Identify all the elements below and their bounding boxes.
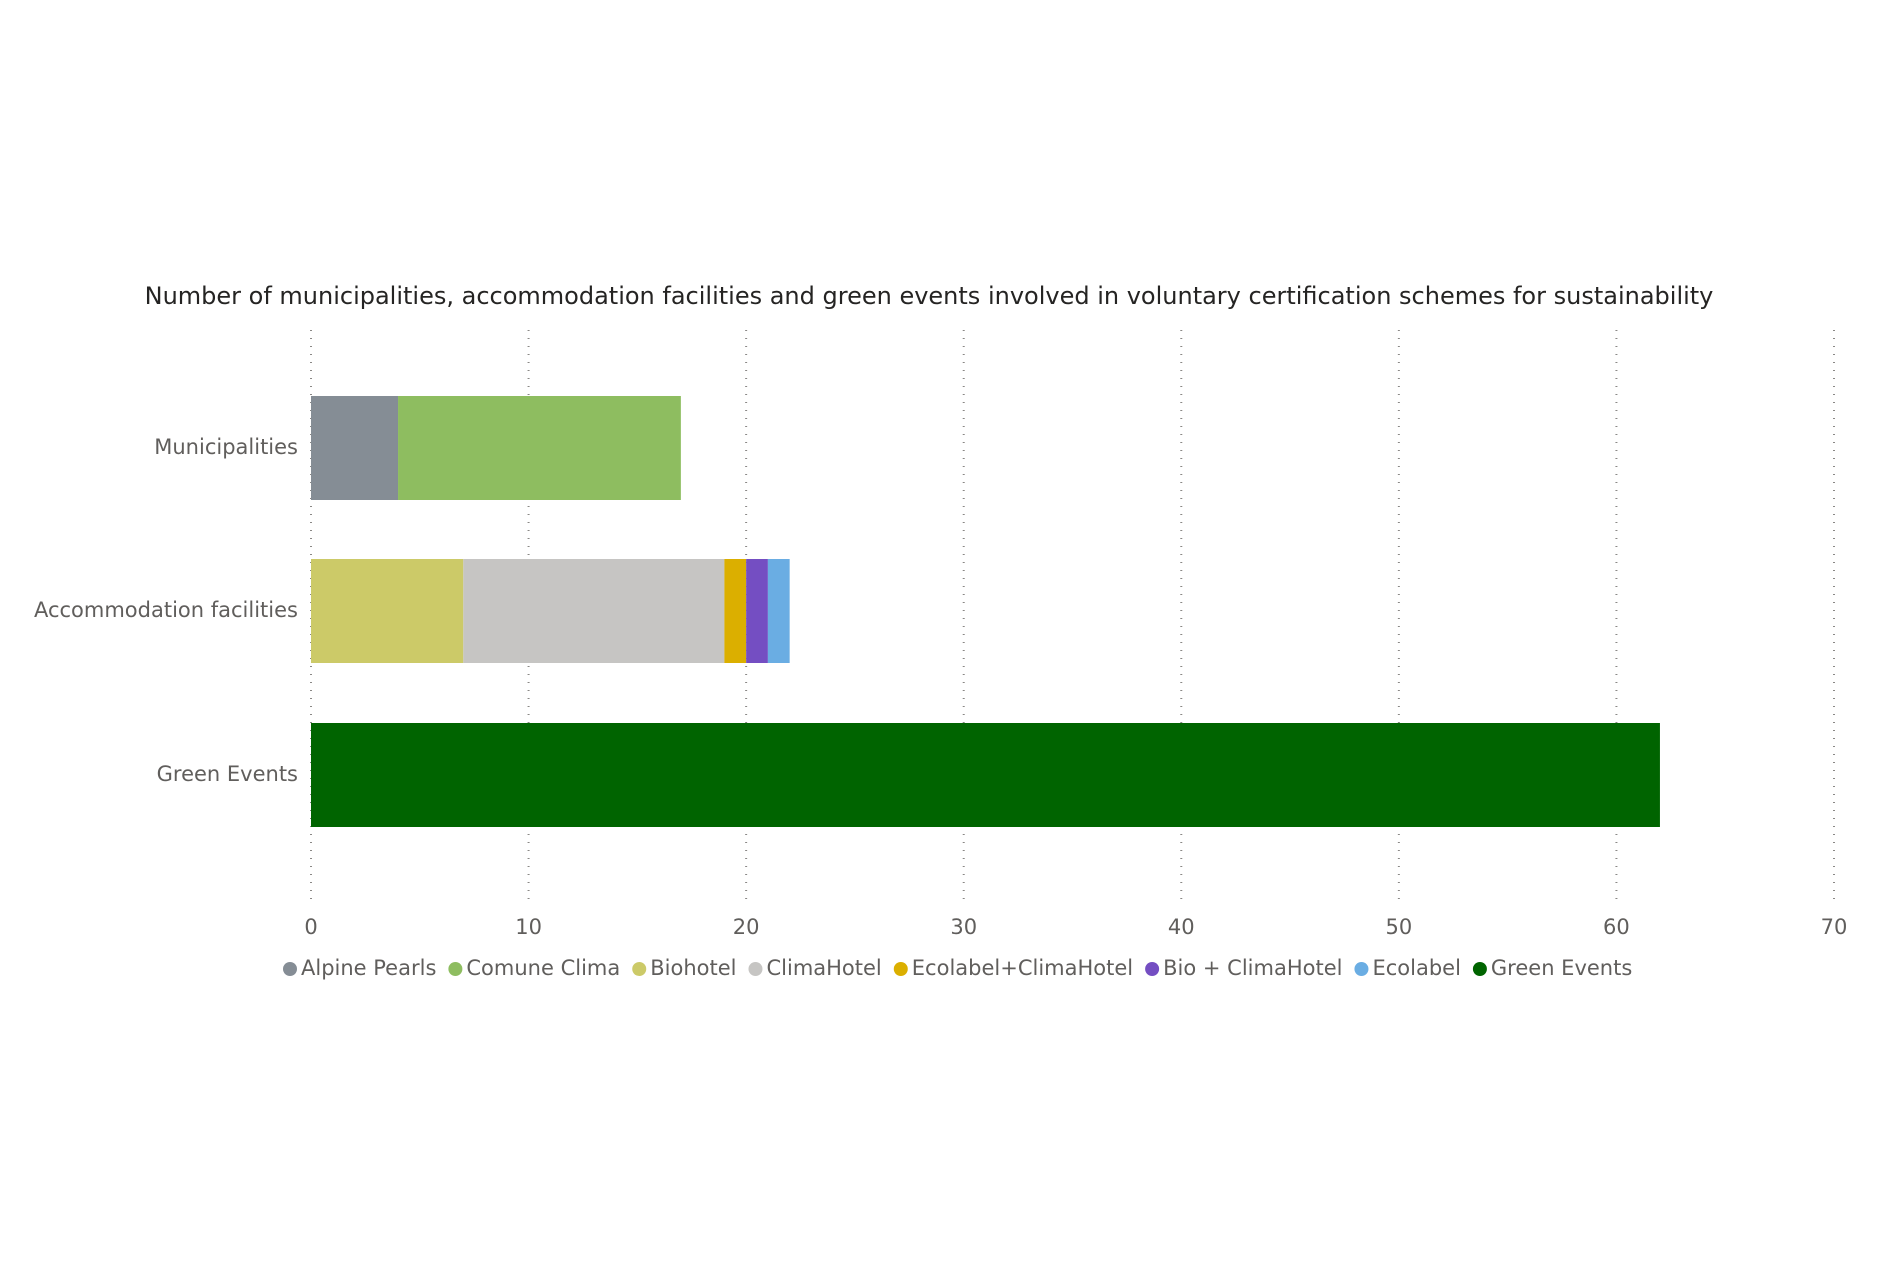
legend-label: Comune Clima xyxy=(466,956,620,980)
category-label: Accommodation facilities xyxy=(34,598,298,622)
bar-segment[interactable] xyxy=(746,559,768,663)
legend-marker xyxy=(1354,962,1369,976)
value-axis: 0 10 20 30 40 50 60 70 xyxy=(304,915,1847,939)
x-tick-label: 10 xyxy=(515,915,542,939)
x-tick-label: 40 xyxy=(1168,915,1195,939)
x-tick-label: 30 xyxy=(950,915,977,939)
category-axis: Municipalities Accommodation facilities Gr… xyxy=(34,435,298,786)
category-label: Municipalities xyxy=(154,435,298,459)
legend-label: Ecolabel+ClimaHotel xyxy=(912,956,1133,980)
x-tick-label: 50 xyxy=(1385,915,1412,939)
x-tick-label: 0 xyxy=(304,915,317,939)
legend-label: Ecolabel xyxy=(1372,956,1460,980)
bar-segment[interactable] xyxy=(311,723,1660,827)
legend-marker xyxy=(748,962,763,976)
legend-label: Alpine Pearls xyxy=(301,956,436,980)
bar-segment[interactable] xyxy=(398,396,681,500)
chart-title: Number of municipalities, accommodation … xyxy=(145,282,1714,310)
bars xyxy=(311,396,1660,827)
legend-marker xyxy=(1145,962,1160,976)
legend-marker xyxy=(283,962,297,976)
legend-label: ClimaHotel xyxy=(766,956,881,980)
legend-item[interactable]: Bio + ClimaHotel xyxy=(1145,956,1342,980)
x-tick-label: 20 xyxy=(733,915,760,939)
legend-label: Biohotel xyxy=(650,956,736,980)
legend-marker xyxy=(1472,962,1487,976)
legend-item[interactable]: Alpine Pearls xyxy=(283,956,436,980)
legend-item[interactable]: Comune Clima xyxy=(448,956,620,980)
x-tick-label: 60 xyxy=(1603,915,1630,939)
legend-marker xyxy=(893,962,908,976)
bar-segment[interactable] xyxy=(463,559,725,663)
legend-item[interactable]: Ecolabel+ClimaHotel xyxy=(893,956,1133,980)
legend-marker xyxy=(632,962,647,976)
bar-segment[interactable] xyxy=(311,396,399,500)
bar-segment[interactable] xyxy=(311,559,464,663)
legend-item[interactable]: Ecolabel xyxy=(1354,956,1461,980)
bar-segment[interactable] xyxy=(724,559,747,663)
legend-item[interactable]: ClimaHotel xyxy=(748,956,882,980)
legend-marker xyxy=(448,962,463,976)
x-tick-label: 70 xyxy=(1821,915,1848,939)
bar-segment[interactable] xyxy=(767,559,790,663)
legend-label: Bio + ClimaHotel xyxy=(1163,956,1342,980)
legend: Alpine Pearls Comune Clima Biohotel ClimaHo… xyxy=(283,956,1632,980)
legend-item[interactable]: Green Events xyxy=(1472,956,1632,980)
category-label: Green Events xyxy=(157,762,298,786)
legend-label: Green Events xyxy=(1491,956,1632,980)
legend-item[interactable]: Biohotel xyxy=(632,956,736,980)
